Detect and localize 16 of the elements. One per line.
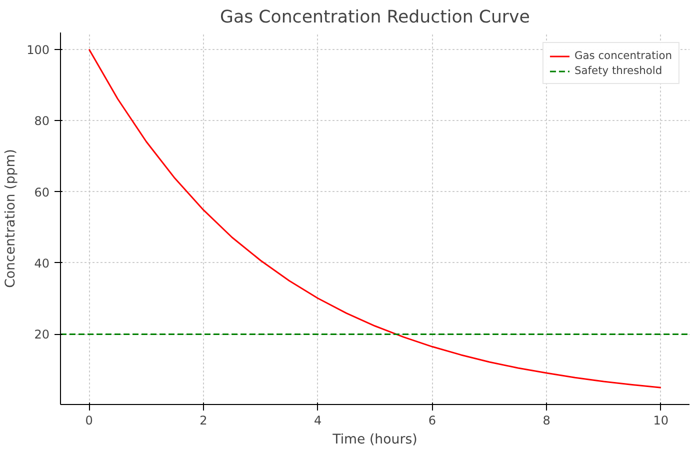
x-tick-label: 6 (428, 414, 436, 428)
x-axis-title: Time (hours) (332, 432, 418, 448)
y-tick-label: 100 (26, 42, 50, 57)
x-tick-label: 2 (200, 414, 208, 428)
x-tick-label: 0 (85, 414, 93, 428)
chart-title: Gas Concentration Reduction Curve (220, 8, 530, 28)
y-tick-label: 60 (34, 185, 50, 200)
x-tick-label: 8 (542, 414, 550, 428)
y-tick-label: 40 (34, 256, 50, 270)
y-tick-label: 20 (34, 328, 50, 342)
y-axis-title: Concentration (ppm) (4, 149, 19, 288)
x-tick-label: 4 (314, 414, 322, 428)
legend-label: Gas concentration (574, 49, 672, 62)
legend-label: Safety threshold (574, 64, 662, 77)
y-tick-label: 80 (34, 114, 50, 128)
x-tick-label: 10 (653, 414, 669, 428)
